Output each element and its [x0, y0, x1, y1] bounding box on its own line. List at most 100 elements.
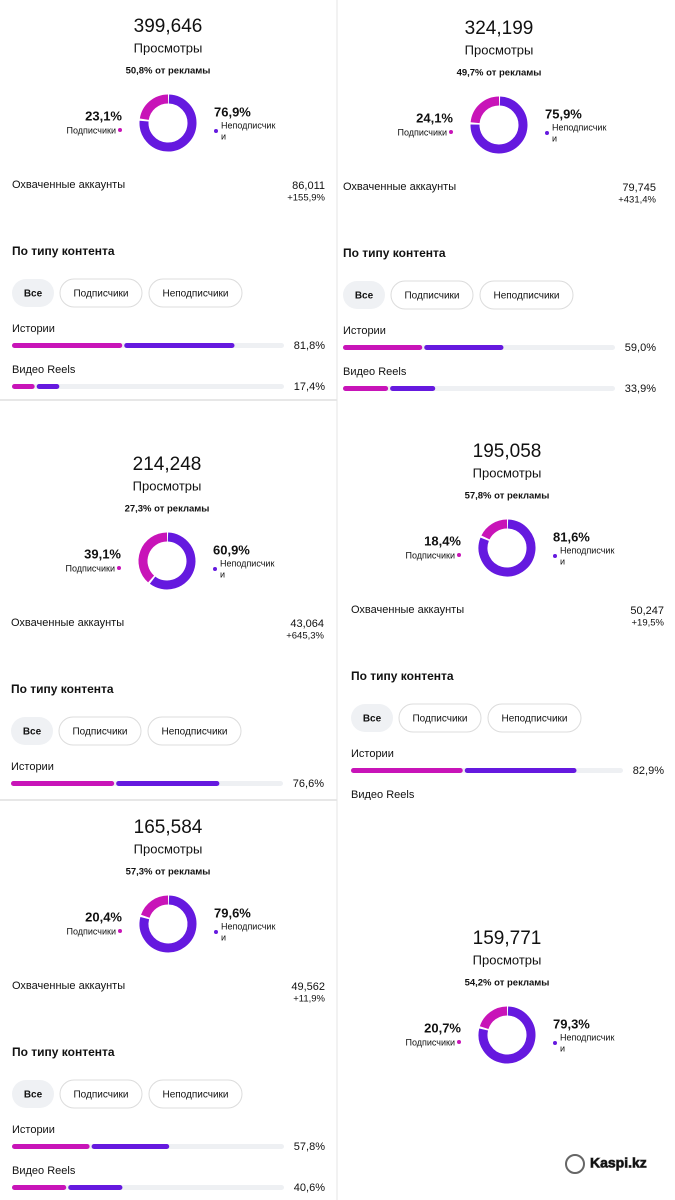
followers-dot [457, 1040, 461, 1044]
reach-change: +11,9% [293, 994, 325, 1005]
followers-label: Подписчики [66, 926, 116, 936]
donut-followers [481, 519, 508, 540]
views-count: 214,248 [133, 454, 202, 475]
followers-dot [449, 130, 453, 134]
filter-tab[interactable] [148, 278, 243, 308]
non-followers-pct: 81,6% [553, 529, 590, 544]
reach-change: +431,4% [618, 195, 656, 206]
ad-share: 50,8% от рекламы [126, 66, 211, 77]
filter-tab[interactable] [12, 1080, 54, 1108]
filter-tab-label[interactable]: Все [363, 714, 382, 725]
filter-tab-label[interactable]: Все [23, 727, 42, 738]
watermark-icon [565, 1154, 585, 1174]
filter-tab-label[interactable]: Подписчики [73, 289, 128, 300]
ad-share: 27,3% от рекламы [125, 504, 210, 515]
content-type-name: Видео Reels [343, 366, 407, 378]
bar-non-followers [68, 1185, 123, 1190]
filter-tab[interactable] [398, 703, 482, 733]
followers-pct: 20,4% [85, 909, 122, 924]
reach-value: 86,011 [292, 180, 325, 192]
donut-non-followers [470, 96, 528, 154]
followers-dot [118, 929, 122, 933]
views-label: Просмотры [465, 42, 534, 57]
ad-share: 49,7% от рекламы [457, 68, 542, 79]
views-count: 165,584 [134, 817, 203, 838]
filter-tab-label[interactable]: Подписчики [404, 291, 459, 302]
filter-tab-label[interactable]: Все [355, 291, 374, 302]
bar-non-followers [390, 386, 436, 391]
non-followers-label: и [560, 1043, 565, 1053]
filter-tab[interactable] [479, 280, 574, 310]
non-followers-pct: 75,9% [545, 106, 582, 121]
filter-tab[interactable] [12, 279, 54, 307]
bar-non-followers [116, 781, 220, 786]
filter-tab[interactable] [59, 1079, 143, 1109]
donut-followers [139, 94, 169, 121]
reach-label: Охваченные аккаунты [12, 179, 125, 191]
non-followers-dot [553, 554, 557, 558]
bar-followers [11, 781, 115, 786]
non-followers-dot [214, 129, 218, 133]
reach-label: Охваченные аккаунты [12, 980, 125, 992]
bar-followers [12, 343, 123, 348]
bar-followers [343, 386, 389, 391]
filter-tab[interactable] [487, 703, 582, 733]
section-title: По типу контента [351, 669, 454, 683]
non-followers-dot [213, 567, 217, 571]
reach-label: Охваченные аккаунты [351, 604, 464, 616]
insight-panel: 324,199 Просмотры 49,7% от рекламы 24,1% Под… [343, 18, 657, 395]
content-type-pct: 82,9% [633, 765, 664, 777]
followers-label: Подписчики [65, 563, 115, 573]
filter-tab-label[interactable]: Подписчики [73, 1090, 128, 1101]
filter-tab-label[interactable]: Неподписчики [493, 291, 559, 302]
filter-tab[interactable] [11, 717, 53, 745]
non-followers-label: и [220, 569, 225, 579]
watermark: Kaspi.kz [590, 1155, 647, 1171]
donut-non-followers [478, 1006, 536, 1064]
donut-non-followers [139, 94, 197, 152]
filter-tab[interactable] [351, 704, 393, 732]
section-title: По типу контента [343, 246, 446, 260]
filter-tab-label[interactable]: Подписчики [72, 727, 127, 738]
non-followers-label: и [552, 133, 557, 143]
filter-tab[interactable] [148, 1079, 243, 1109]
ad-share: 54,2% от рекламы [465, 978, 550, 989]
followers-dot [118, 128, 122, 132]
filter-tab-label[interactable]: Неподписчики [162, 1090, 228, 1101]
reach-label: Охваченные аккаунты [11, 617, 124, 629]
views-label: Просмотры [134, 841, 203, 856]
bar-followers [12, 1185, 67, 1190]
filter-tab-label[interactable]: Подписчики [412, 714, 467, 725]
bar-non-followers [91, 1144, 170, 1149]
followers-pct: 24,1% [416, 110, 453, 125]
filter-tab[interactable] [58, 716, 142, 746]
followers-label: Подписчики [397, 127, 447, 137]
filter-tab-label[interactable]: Неподписчики [162, 289, 228, 300]
non-followers-dot [545, 131, 549, 135]
filter-tab-label[interactable]: Все [24, 289, 43, 300]
filter-tab[interactable] [343, 281, 385, 309]
filter-tab-label[interactable]: Неподписчики [161, 727, 227, 738]
views-count: 399,646 [134, 16, 203, 37]
donut-followers [138, 532, 168, 583]
filter-tab[interactable] [147, 716, 242, 746]
filter-tab[interactable] [390, 280, 474, 310]
bar-track [12, 384, 284, 389]
views-count: 159,771 [473, 928, 542, 949]
followers-pct: 23,1% [85, 108, 122, 123]
content-type-name: Истории [351, 748, 394, 760]
views-label: Просмотры [134, 40, 203, 55]
non-followers-label: Неподписчик [560, 545, 614, 555]
donut-non-followers [149, 532, 196, 590]
followers-dot [117, 566, 121, 570]
filter-tab-label[interactable]: Все [24, 1090, 43, 1101]
donut-followers [141, 895, 169, 918]
followers-dot [457, 553, 461, 557]
non-followers-pct: 79,6% [214, 905, 251, 920]
bar-followers [343, 345, 423, 350]
views-label: Просмотры [473, 465, 542, 480]
filter-tab-label[interactable]: Неподписчики [501, 714, 567, 725]
filter-tab[interactable] [59, 278, 143, 308]
content-type-name: Истории [12, 323, 55, 335]
